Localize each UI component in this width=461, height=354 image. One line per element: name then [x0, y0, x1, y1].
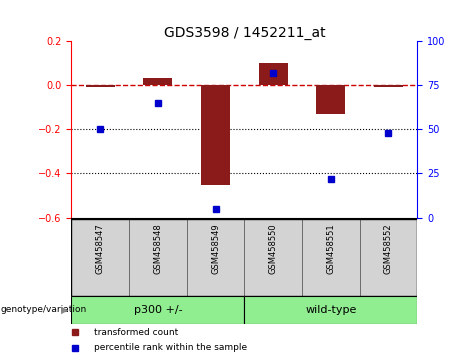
Bar [143, 78, 172, 85]
Text: GSM458551: GSM458551 [326, 223, 335, 274]
Bar [316, 85, 345, 114]
Text: GSM458549: GSM458549 [211, 223, 220, 274]
Bar [374, 85, 403, 87]
Bar [201, 85, 230, 184]
Text: percentile rank within the sample: percentile rank within the sample [94, 343, 247, 352]
Text: ▶: ▶ [61, 305, 68, 315]
Text: wild-type: wild-type [305, 305, 356, 315]
Bar [129, 219, 187, 296]
Bar [71, 219, 129, 296]
Text: GSM458547: GSM458547 [96, 223, 105, 274]
Bar [244, 296, 417, 324]
Text: GSM458552: GSM458552 [384, 223, 393, 274]
Bar [360, 219, 417, 296]
Bar [71, 296, 244, 324]
Title: GDS3598 / 1452211_at: GDS3598 / 1452211_at [164, 26, 325, 40]
Text: GSM458548: GSM458548 [154, 223, 162, 274]
Bar [302, 219, 360, 296]
Text: genotype/variation: genotype/variation [1, 305, 87, 314]
Text: p300 +/-: p300 +/- [134, 305, 182, 315]
Bar [86, 85, 115, 87]
Bar [244, 219, 302, 296]
Bar [187, 219, 244, 296]
Text: transformed count: transformed count [94, 328, 178, 337]
Text: GSM458550: GSM458550 [269, 223, 278, 274]
Bar [259, 63, 288, 85]
